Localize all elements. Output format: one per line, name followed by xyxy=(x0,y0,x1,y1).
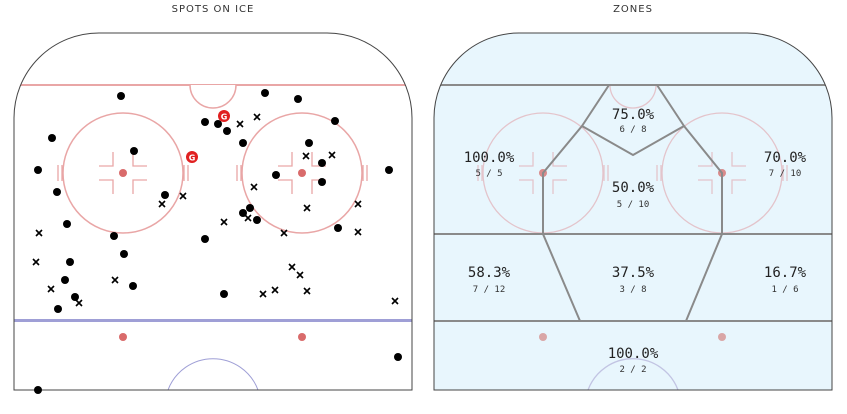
zone-boundaries xyxy=(434,84,832,322)
zone-pct: 37.5% xyxy=(612,265,655,281)
zone-pct: 50.0% xyxy=(612,180,655,196)
zone-frac: 3 / 8 xyxy=(619,285,646,295)
zone-crease: 100.0% 2 / 2 xyxy=(608,346,659,375)
spots-on-ice-title: SPOTS ON ICE xyxy=(171,4,255,15)
zone-high-slot: 75.0% 6 / 8 xyxy=(612,107,655,135)
svg-text:G: G xyxy=(221,113,228,122)
zone-inner-slot: 37.5% 3 / 8 xyxy=(612,265,655,295)
zone-frac: 7 / 12 xyxy=(473,285,506,295)
shot-dots xyxy=(34,89,402,394)
zone-frac: 2 / 2 xyxy=(619,365,646,375)
zone-frac: 6 / 8 xyxy=(619,125,646,135)
shot-crosses xyxy=(32,113,399,307)
zone-left-circle: 58.3% 7 / 12 xyxy=(468,265,511,295)
goal-marker: G xyxy=(218,110,230,122)
zone-pct: 100.0% xyxy=(464,150,515,166)
goal-crease xyxy=(189,84,237,109)
zone-pct: 58.3% xyxy=(468,265,511,281)
zone-frac: 7 / 10 xyxy=(769,169,802,179)
zone-right-point: 70.0% 7 / 10 xyxy=(764,150,807,179)
left-faceoff-circle xyxy=(62,112,184,234)
zone-right-circle: 16.7% 1 / 6 xyxy=(764,265,807,295)
blue-line xyxy=(14,319,412,322)
goal-marker: G xyxy=(186,151,198,163)
right-faceoff-circle xyxy=(241,112,363,234)
zone-frac: 5 / 10 xyxy=(617,200,650,210)
zone-pct: 75.0% xyxy=(612,107,655,123)
left-rink: G G xyxy=(13,32,413,394)
zone-pct: 16.7% xyxy=(764,265,807,281)
zones-title: ZONES xyxy=(613,4,653,15)
zone-pct: 100.0% xyxy=(608,346,659,362)
right-rink-zones: 75.0% 6 / 8 100.0% 5 / 5 70.0% 7 / 10 50… xyxy=(433,32,833,391)
svg-text:G: G xyxy=(189,154,196,163)
zone-frac: 1 / 6 xyxy=(771,285,798,295)
zone-left-point: 100.0% 5 / 5 xyxy=(464,150,515,179)
zone-slot: 50.0% 5 / 10 xyxy=(612,180,655,210)
zone-frac: 5 / 5 xyxy=(475,169,502,179)
zone-pct: 70.0% xyxy=(764,150,807,166)
